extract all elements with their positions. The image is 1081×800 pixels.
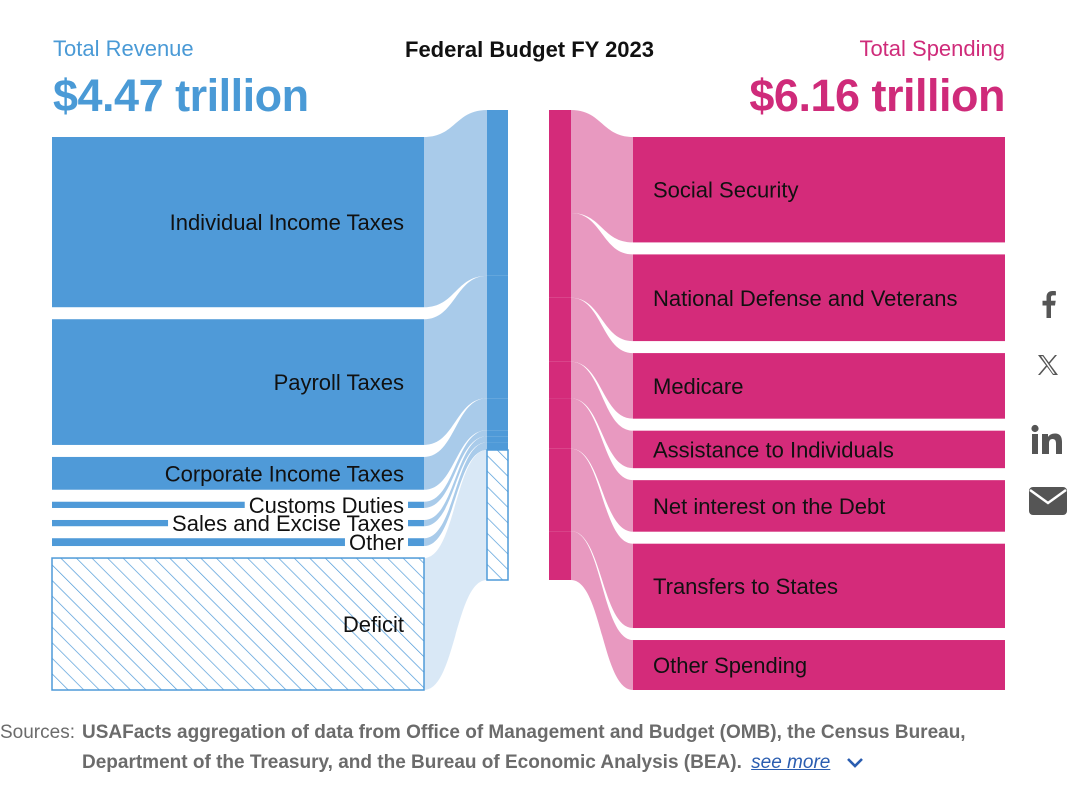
linkedin-icon[interactable] (1023, 418, 1073, 462)
column-sales-and-excise-taxes (487, 436, 508, 443)
column-net-interest-on-the-debt (549, 398, 571, 449)
flow-net-interest-on-the-debt (571, 398, 633, 532)
column-individual-income-taxes (487, 110, 508, 276)
label-customs-duties: Customs Duties (249, 493, 404, 518)
column-other (487, 442, 508, 450)
label-other: Other (349, 530, 404, 555)
total-spending-value: $6.16 trillion (749, 70, 1005, 121)
label-transfers-to-states: Transfers to States (653, 574, 838, 599)
label-mask-customs-duties (244, 500, 408, 509)
label-corporate-income-taxes: Corporate Income Taxes (165, 461, 404, 486)
label-medicare: Medicare (653, 374, 743, 399)
total-revenue-value: $4.47 trillion (53, 70, 309, 121)
bar-individual-income-taxes[interactable] (52, 137, 424, 308)
total-spending-label: Total Spending (859, 36, 1005, 61)
column-corporate-income-taxes (487, 398, 508, 431)
label-assistance-to-individuals: Assistance to Individuals (653, 437, 894, 462)
column-transfers-to-states (549, 448, 571, 532)
chevron-down-icon[interactable] (846, 757, 864, 769)
budget-sankey-diagram: Total Revenue $4.47 trillion Federal Bud… (51, 36, 1005, 691)
bar-deficit[interactable] (51, 557, 425, 691)
bar-other-spending[interactable] (633, 640, 1005, 690)
flow-national-defense-and-veterans (571, 213, 633, 342)
label-deficit: Deficit (343, 612, 404, 637)
flow-transfers-to-states (571, 448, 633, 629)
sources-body: USAFacts aggregation of data from Office… (82, 718, 1062, 778)
flow-other-spending (571, 531, 633, 690)
column-assistance-to-individuals (549, 361, 571, 399)
column-customs-duties (487, 430, 508, 437)
column-deficit (486, 449, 509, 581)
column-other-spending (549, 531, 571, 580)
bar-customs-duties[interactable] (52, 501, 424, 508)
see-more-link[interactable]: see more (751, 752, 831, 773)
facebook-glyph (1042, 291, 1056, 318)
column-payroll-taxes (487, 275, 508, 399)
sources-text: USAFacts aggregation of data from Office… (82, 722, 966, 773)
email-glyph (1029, 487, 1067, 515)
total-revenue-label: Total Revenue (53, 36, 194, 61)
flow-medicare (571, 297, 633, 419)
bar-national-defense-and-veterans[interactable] (633, 254, 1005, 342)
column-national-defense-and-veterans (549, 213, 571, 298)
linkedin-glyph (1031, 424, 1062, 454)
label-national-defense-and-veterans: National Defense and Veterans (653, 286, 958, 311)
flow-assistance-to-individuals (571, 361, 633, 469)
flow-social-security (571, 110, 633, 243)
label-individual-income-taxes: Individual Income Taxes (170, 210, 404, 235)
label-sales-and-excise-taxes: Sales and Excise Taxes (172, 511, 404, 536)
bar-corporate-income-taxes[interactable] (52, 456, 424, 490)
bar-net-interest-on-the-debt[interactable] (633, 480, 1005, 532)
flow-corporate-income-taxes (424, 398, 487, 490)
bar-other[interactable] (52, 538, 424, 547)
bar-social-security[interactable] (633, 137, 1005, 243)
x-glyph (1038, 355, 1058, 375)
bar-transfers-to-states[interactable] (633, 543, 1005, 629)
flow-deficit (424, 450, 487, 690)
flow-sales-and-excise-taxes (424, 436, 487, 527)
label-mask-other (344, 537, 408, 548)
bar-assistance-to-individuals[interactable] (633, 430, 1005, 469)
column-social-security (549, 110, 571, 214)
sources-label: Sources: (0, 722, 75, 743)
chart-title: Federal Budget FY 2023 (405, 37, 655, 62)
flow-individual-income-taxes (424, 110, 487, 308)
flow-other (424, 442, 487, 547)
label-net-interest-on-the-debt: Net interest on the Debt (653, 494, 885, 519)
facebook-icon[interactable] (1023, 282, 1073, 326)
email-icon[interactable] (1023, 479, 1073, 523)
label-payroll-taxes: Payroll Taxes (274, 370, 404, 395)
bar-payroll-taxes[interactable] (52, 319, 424, 445)
flow-customs-duties (424, 430, 487, 508)
flow-payroll-taxes (424, 275, 487, 445)
sankey-svg: Individual Income Taxes Payroll Taxes Corp… (51, 110, 1005, 691)
label-other-spending: Other Spending (653, 653, 807, 678)
label-mask-sales-and-excise-taxes (168, 518, 408, 528)
column-medicare (549, 297, 571, 362)
x-icon[interactable] (1023, 343, 1073, 387)
bar-medicare[interactable] (633, 353, 1005, 419)
label-social-security: Social Security (653, 178, 799, 203)
